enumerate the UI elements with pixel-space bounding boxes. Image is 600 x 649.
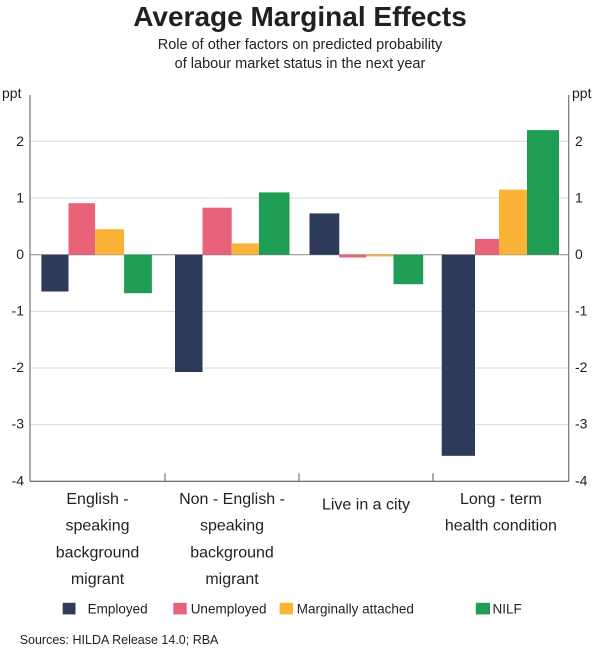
svg-text:Non - English -: Non - English - <box>179 491 285 508</box>
svg-text:-2: -2 <box>12 359 25 375</box>
svg-text:English -: English - <box>66 491 128 508</box>
svg-text:migrant: migrant <box>205 571 259 588</box>
svg-text:-3: -3 <box>575 416 588 432</box>
svg-text:Live in a city: Live in a city <box>322 497 410 514</box>
svg-text:Marginally attached: Marginally attached <box>297 602 414 617</box>
svg-text:-4: -4 <box>12 472 25 488</box>
svg-text:speaking: speaking <box>65 518 129 535</box>
svg-text:0: 0 <box>575 246 583 262</box>
svg-text:0: 0 <box>16 246 24 262</box>
svg-text:1: 1 <box>575 190 583 206</box>
svg-text:background: background <box>190 545 274 562</box>
svg-text:1: 1 <box>16 190 24 206</box>
svg-text:-1: -1 <box>12 303 25 319</box>
svg-text:-4: -4 <box>575 472 588 488</box>
svg-text:Unemployed: Unemployed <box>191 602 267 617</box>
svg-text:NILF: NILF <box>493 602 522 617</box>
svg-text:ppt: ppt <box>2 85 22 101</box>
svg-text:speaking: speaking <box>200 518 264 535</box>
svg-text:Long - term: Long - term <box>460 491 542 508</box>
svg-text:-1: -1 <box>575 303 588 319</box>
svg-text:2: 2 <box>575 133 583 149</box>
svg-text:health condition: health condition <box>445 518 557 535</box>
svg-text:Sources: HILDA Release 14.0;: Sources: HILDA Release 14.0; RBA <box>20 633 219 647</box>
svg-text:migrant: migrant <box>71 571 125 588</box>
svg-text:Employed: Employed <box>88 602 148 617</box>
svg-text:ppt: ppt <box>572 85 592 101</box>
svg-text:background: background <box>56 545 140 562</box>
svg-text:-3: -3 <box>12 416 25 432</box>
svg-text:-2: -2 <box>575 359 588 375</box>
svg-text:2: 2 <box>16 133 24 149</box>
